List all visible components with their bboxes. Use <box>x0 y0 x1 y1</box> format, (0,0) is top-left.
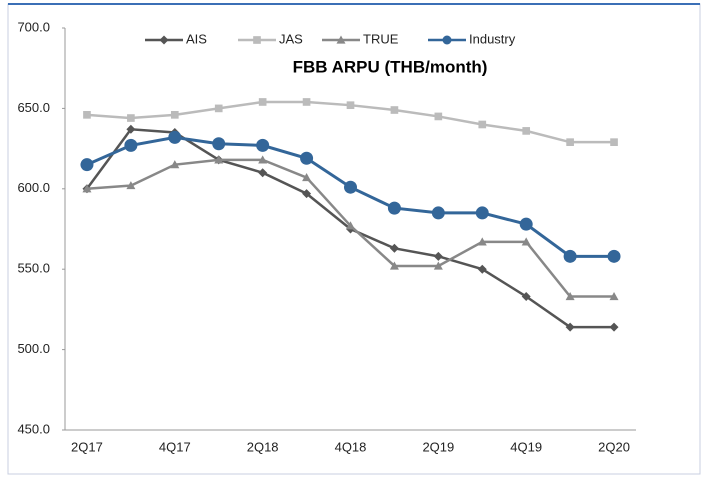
x-tick-label: 2Q20 <box>598 439 630 454</box>
marker <box>609 292 619 301</box>
x-tick-label: 2Q18 <box>247 439 279 454</box>
marker <box>565 292 575 301</box>
marker <box>521 292 531 302</box>
marker <box>431 206 445 220</box>
marker <box>607 249 621 263</box>
marker <box>389 261 399 270</box>
marker <box>258 98 267 106</box>
marker <box>433 261 443 270</box>
marker <box>433 251 443 261</box>
marker <box>258 155 268 164</box>
x-tick-label: 4Q18 <box>335 439 367 454</box>
legend-marker <box>442 35 452 45</box>
marker <box>478 120 487 129</box>
marker <box>344 180 357 194</box>
y-tick-label: 500.0 <box>17 341 50 356</box>
legend-marker <box>336 35 346 44</box>
marker <box>126 124 136 134</box>
y-tick-label: 450.0 <box>17 421 50 436</box>
frame <box>7 3 701 475</box>
marker <box>83 111 91 119</box>
marker <box>212 137 226 151</box>
marker <box>127 114 135 122</box>
marker <box>300 151 314 165</box>
marker <box>519 217 533 231</box>
chart-title: FBB ARPU (THB/month) <box>293 57 488 76</box>
marker <box>170 111 179 119</box>
marker <box>565 322 575 332</box>
marker <box>302 189 312 199</box>
x-tick-label: 2Q17 <box>71 439 103 454</box>
marker <box>477 264 487 274</box>
y-tick-label: 550.0 <box>17 261 50 276</box>
marker <box>346 221 355 230</box>
marker <box>258 168 268 178</box>
marker <box>521 237 531 246</box>
marker <box>389 243 399 253</box>
legend-label: Industry <box>469 31 516 46</box>
marker <box>434 112 443 121</box>
marker <box>609 322 619 332</box>
legend-label: AIS <box>186 31 207 46</box>
legend-marker <box>253 36 261 44</box>
marker <box>168 130 182 144</box>
marker <box>346 101 355 110</box>
marker <box>475 206 489 220</box>
legend-label: TRUE <box>363 31 399 46</box>
marker <box>387 201 401 215</box>
marker <box>170 160 180 169</box>
x-tick-label: 4Q17 <box>159 439 191 454</box>
marker <box>126 181 136 190</box>
marker <box>302 173 312 182</box>
x-tick-label: 2Q19 <box>422 439 454 454</box>
y-tick-label: 600.0 <box>17 180 50 195</box>
x-tick-label: 4Q19 <box>510 439 542 454</box>
marker <box>390 106 399 114</box>
marker <box>477 237 487 246</box>
marker <box>302 98 311 106</box>
y-tick-label: 650.0 <box>17 100 50 115</box>
y-tick-label: 700.0 <box>17 19 50 34</box>
marker <box>610 138 618 146</box>
marker <box>522 127 531 135</box>
legend-marker <box>159 35 169 45</box>
marker <box>256 138 270 152</box>
marker <box>214 155 224 164</box>
marker <box>566 138 574 146</box>
marker <box>82 184 92 193</box>
marker <box>214 104 223 113</box>
marker <box>563 249 577 263</box>
marker <box>80 158 94 172</box>
legend-label: JAS <box>279 31 303 46</box>
marker <box>124 138 138 152</box>
